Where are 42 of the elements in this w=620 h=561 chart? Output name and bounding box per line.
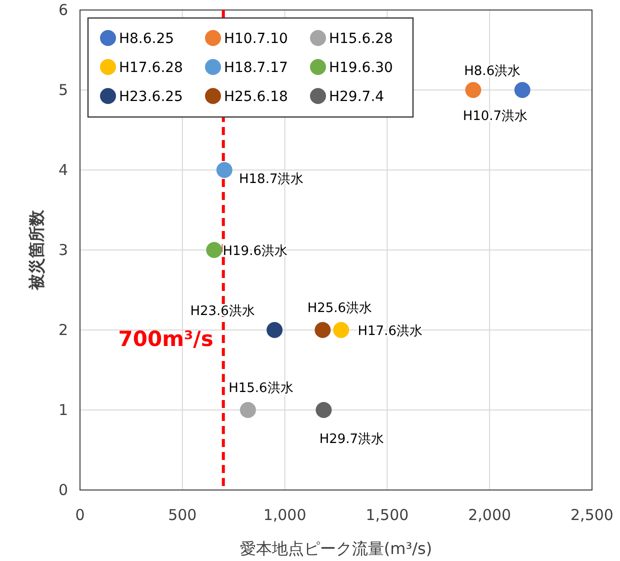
point bbox=[266, 322, 283, 338]
point bbox=[216, 162, 232, 178]
point bbox=[240, 402, 256, 418]
legend-label: H8.6.25 bbox=[119, 31, 174, 47]
annotation: H17.6洪水 bbox=[358, 324, 422, 339]
annotation: H29.7洪水 bbox=[319, 432, 384, 447]
point bbox=[465, 82, 482, 98]
legend-label: H18.7.17 bbox=[224, 60, 288, 76]
y-tick-label: 6 bbox=[58, 1, 68, 19]
point bbox=[333, 322, 350, 338]
point bbox=[514, 82, 530, 98]
x-axis-title: 愛本地点ピーク流量(m³/s) bbox=[240, 539, 432, 558]
y-axis-title: 被災箇所数 bbox=[27, 209, 46, 291]
legend-label: H10.7.10 bbox=[224, 31, 288, 47]
y-tick-label: 1 bbox=[58, 401, 68, 419]
legend-label: H25.6.18 bbox=[224, 89, 288, 105]
ref-line-label: 700m³/s bbox=[118, 327, 214, 351]
x-tick-label: 1,500 bbox=[366, 506, 409, 524]
y-tick-label: 2 bbox=[58, 321, 68, 339]
x-tick-label: 2,000 bbox=[468, 506, 512, 524]
point bbox=[206, 242, 222, 258]
legend-label: H17.6.28 bbox=[119, 60, 183, 76]
point bbox=[316, 402, 332, 418]
annotation: H15.6洪水 bbox=[228, 381, 294, 396]
y-tick-label: 0 bbox=[58, 481, 68, 499]
annotation: H10.7洪水 bbox=[462, 109, 528, 124]
legend-label: H23.6.25 bbox=[119, 89, 183, 105]
annotation: H18.7洪水 bbox=[239, 172, 304, 187]
point bbox=[314, 322, 331, 338]
y-tick-label: 4 bbox=[58, 161, 68, 179]
y-tick-label: 3 bbox=[58, 241, 68, 259]
x-tick-label: 0 bbox=[75, 506, 85, 524]
legend-label: H29.7.4 bbox=[329, 89, 384, 105]
annotation: H25.6洪水 bbox=[307, 301, 372, 316]
x-tick-label: 1,000 bbox=[263, 506, 306, 524]
legend-label: H15.6.28 bbox=[329, 31, 393, 47]
annotation: H19.6洪水 bbox=[222, 244, 288, 259]
annotation: H8.6洪水 bbox=[464, 64, 521, 79]
x-tick-label: 2,500 bbox=[570, 506, 614, 524]
y-tick-label: 5 bbox=[58, 81, 68, 99]
x-tick-label: 500 bbox=[168, 506, 197, 524]
legend-label: H19.6.30 bbox=[329, 60, 393, 76]
